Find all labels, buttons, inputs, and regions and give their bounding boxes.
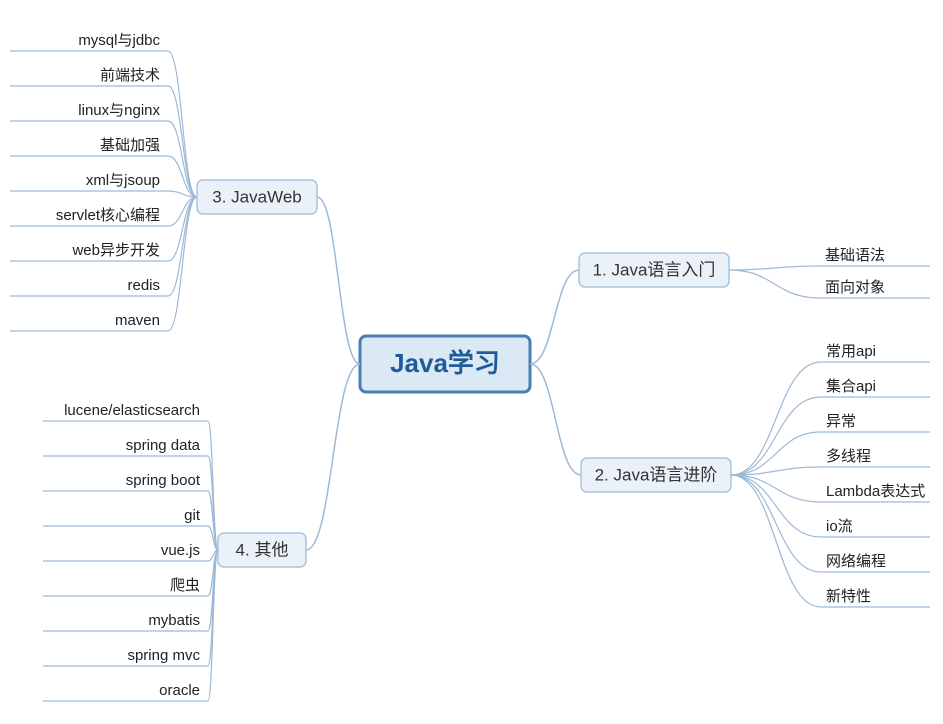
leaf-label: 基础语法 (825, 247, 885, 264)
leaf-label: 面向对象 (825, 279, 885, 296)
leaf-label: oracle (159, 682, 200, 699)
leaf-label: 前端技术 (100, 67, 160, 84)
leaf-label: xml与jsoup (86, 172, 160, 189)
connector-root-branch (530, 364, 581, 475)
leaf-label: spring boot (126, 472, 201, 489)
leaf-label: 多线程 (826, 448, 871, 465)
leaf-label: git (184, 507, 201, 524)
connector-branch-leaf (168, 197, 197, 261)
leaf-label: mybatis (148, 612, 200, 629)
leaf-label: linux与nginx (78, 102, 160, 119)
branch-label-b4: 4. 其他 (236, 540, 289, 559)
leaf-label: spring data (126, 437, 201, 454)
connector-branch-leaf (729, 266, 820, 270)
leaf-label: io流 (826, 518, 853, 535)
leaf-label: maven (115, 312, 160, 329)
leaf-label: mysql与jdbc (78, 32, 160, 49)
connector-branch-leaf (729, 270, 820, 298)
leaf-label: 网络编程 (826, 553, 886, 570)
connector-branch-leaf (168, 86, 197, 197)
connector-branch-leaf (168, 121, 197, 197)
connector-root-branch (306, 364, 360, 550)
connector-branch-leaf (731, 397, 821, 475)
branch-label-b3: 3. JavaWeb (212, 187, 301, 206)
leaf-label: 新特性 (826, 588, 871, 605)
leaf-label: lucene/elasticsearch (64, 402, 200, 419)
connector-branch-leaf (731, 475, 821, 607)
leaf-label: Lambda表达式 (826, 483, 925, 500)
connector-branch-leaf (731, 475, 821, 572)
leaf-label: 异常 (826, 413, 856, 430)
leaf-label: spring mvc (127, 647, 200, 664)
branch-label-b2: 2. Java语言进阶 (595, 465, 718, 484)
leaf-label: 集合api (826, 378, 876, 395)
mindmap-canvas: Java学习 1. Java语言入门 基础语法面向对象 2. Java语言进阶 常用ap… (0, 0, 943, 724)
connector-branch-leaf (731, 475, 821, 537)
leaf-label: servlet核心编程 (56, 207, 160, 224)
leaf-label: 基础加强 (100, 137, 160, 154)
leaf-label: 常用api (826, 343, 876, 360)
connector-branch-leaf (731, 362, 821, 475)
leaf-label: redis (127, 277, 160, 294)
leaf-label: web异步开发 (71, 242, 160, 259)
branch-label-b1: 1. Java语言入门 (593, 260, 716, 279)
root-label: Java学习 (390, 348, 500, 378)
connector-root-branch (530, 270, 579, 364)
connector-root-branch (317, 197, 360, 364)
leaf-label: vue.js (161, 542, 200, 559)
leaf-label: 爬虫 (170, 577, 200, 594)
connector-branch-leaf (731, 432, 821, 475)
connector-branch-leaf (208, 421, 218, 550)
connector-branch-leaf (168, 197, 197, 331)
